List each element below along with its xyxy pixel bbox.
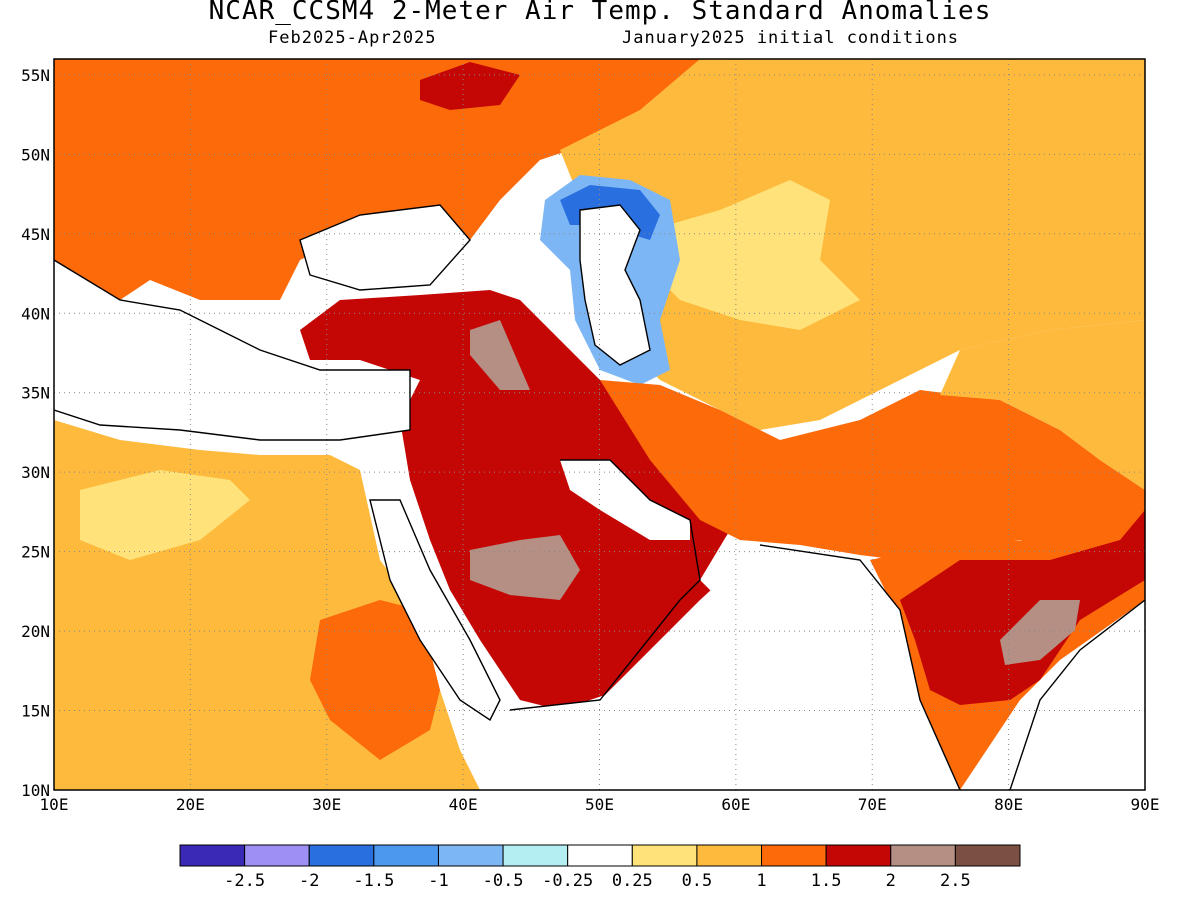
colorbar-swatch-10: [825, 844, 892, 867]
region-tibet: [940, 320, 1145, 490]
mediterranean-sea: [54, 260, 410, 440]
coastline-red-sea: [369, 499, 501, 722]
colorbar-label-1: -2: [299, 871, 319, 891]
region-sahara-pale: [80, 470, 250, 560]
lat-tick-25N: 25N: [21, 543, 50, 562]
lat-tick-40N: 40N: [21, 304, 50, 323]
colorbar-swatch-3: [373, 844, 439, 867]
lat-tick-55N: 55N: [21, 66, 50, 85]
region-iraq-brown: [470, 320, 530, 390]
longitude-ticks: 10E 20E 30E 40E 50E 60E 70E 80E 90E: [40, 795, 1160, 814]
colorbar-swatch-4: [437, 844, 504, 867]
forecast-period: Feb2025-Apr2025: [268, 28, 437, 48]
lat-tick-45N: 45N: [21, 225, 50, 244]
lon-tick-10E: 10E: [40, 795, 69, 814]
colorbar-swatch-0: [179, 844, 246, 867]
region-arabia-brown: [470, 535, 580, 600]
coastlines: [54, 204, 1145, 790]
colorbar-swatch-11: [890, 844, 956, 867]
lon-tick-60E: 60E: [721, 795, 750, 814]
init-conditions: January2025 initial conditions: [622, 28, 960, 48]
region-europe: [54, 59, 700, 300]
colorbar-label-0: -2.5: [224, 871, 265, 891]
region-kazakhstan: [560, 59, 1145, 430]
lon-tick-90E: 90E: [1131, 795, 1160, 814]
coastline-arabia: [509, 459, 701, 711]
colorbar-label-5: -0.25: [542, 871, 593, 891]
coastline-mediterranean: [54, 259, 411, 441]
lon-tick-40E: 40E: [449, 795, 478, 814]
region-sudan: [310, 600, 440, 760]
lon-tick-80E: 80E: [994, 795, 1023, 814]
colorbar-swatch-12: [954, 844, 1021, 867]
colorbar-label-7: 0.5: [682, 871, 713, 891]
colorbar-label-8: 1: [756, 871, 766, 891]
region-central-india: [900, 510, 1145, 705]
coastline-caspian: [579, 204, 651, 366]
map-title: NCAR_CCSM4 2-Meter Air Temp. Standard An…: [208, 0, 992, 26]
region-central-russia: [420, 62, 520, 110]
colorbar-swatch-2: [308, 844, 375, 867]
colorbar-swatch-9: [761, 844, 827, 867]
region-kazakhstan-pale: [650, 180, 860, 330]
lat-tick-50N: 50N: [21, 145, 50, 164]
lat-tick-35N: 35N: [21, 384, 50, 403]
colorbar-swatch-8: [696, 844, 763, 867]
black-sea: [300, 205, 470, 290]
colorbar-label-11: 2.5: [940, 871, 971, 891]
latitude-ticks: 10N 15N 20N 25N 30N 35N 40N 45N 50N 55N: [21, 66, 50, 800]
arabian-sea: [500, 545, 960, 790]
map-frame: [53, 58, 1146, 791]
red-sea: [370, 500, 500, 720]
colorbar-label-4: -0.5: [483, 871, 524, 891]
lon-tick-30E: 30E: [312, 795, 341, 814]
caspian-sea: [580, 205, 650, 365]
colorbar-label-10: 2: [886, 871, 896, 891]
coastline-india: [759, 544, 1145, 790]
coastline-black-sea: [299, 204, 471, 291]
lat-tick-10N: 10N: [21, 781, 50, 800]
bay-of-bengal: [1010, 600, 1145, 790]
colorbar-label-3: -1: [428, 871, 448, 891]
map-grid: [54, 59, 1145, 790]
lon-tick-70E: 70E: [858, 795, 887, 814]
region-turkey-iraq: [300, 290, 730, 710]
lat-tick-30N: 30N: [21, 463, 50, 482]
color-bar: -2.5 -2 -1.5 -1 -0.5 -0.25 0.25 0.5 1 1.5 2 2.5: [179, 844, 1021, 891]
region-india-brown: [1000, 600, 1080, 665]
colorbar-label-2: -1.5: [353, 871, 394, 891]
persian-gulf: [560, 460, 690, 540]
lat-tick-15N: 15N: [21, 702, 50, 721]
colorbar-label-6: 0.25: [612, 871, 653, 891]
colorbar-swatch-7: [631, 844, 698, 867]
colorbar-swatch-6: [567, 844, 633, 867]
lat-tick-20N: 20N: [21, 622, 50, 641]
lon-tick-20E: 20E: [176, 795, 205, 814]
colorbar-label-9: 1.5: [811, 871, 842, 891]
colorbar-swatch-5: [502, 844, 569, 867]
colorbar-swatch-1: [244, 844, 310, 867]
lon-tick-50E: 50E: [585, 795, 614, 814]
